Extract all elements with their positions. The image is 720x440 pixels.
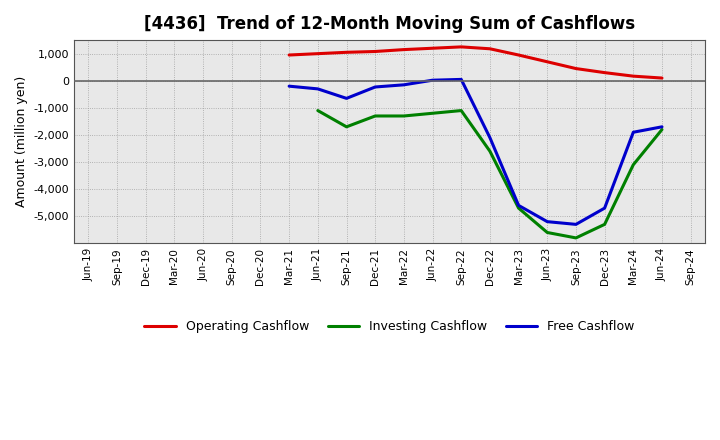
Free Cashflow: [657, 124, 666, 129]
Operating Cashflow: [342, 50, 351, 55]
Y-axis label: Amount (million yen): Amount (million yen): [15, 76, 28, 207]
Operating Cashflow: [313, 51, 322, 56]
Operating Cashflow: [629, 73, 638, 79]
Investing Cashflow: [572, 235, 580, 241]
Free Cashflow: [572, 222, 580, 227]
Operating Cashflow: [371, 49, 379, 54]
Operating Cashflow: [600, 70, 609, 75]
Free Cashflow: [457, 77, 466, 82]
Free Cashflow: [543, 219, 552, 224]
Free Cashflow: [600, 205, 609, 211]
Free Cashflow: [400, 82, 408, 88]
Operating Cashflow: [514, 52, 523, 58]
Investing Cashflow: [485, 149, 494, 154]
Operating Cashflow: [285, 52, 294, 58]
Line: Free Cashflow: Free Cashflow: [289, 79, 662, 224]
Free Cashflow: [371, 84, 379, 90]
Free Cashflow: [313, 86, 322, 92]
Operating Cashflow: [657, 75, 666, 81]
Line: Operating Cashflow: Operating Cashflow: [289, 47, 662, 78]
Line: Investing Cashflow: Investing Cashflow: [318, 110, 662, 238]
Free Cashflow: [342, 96, 351, 101]
Title: [4436]  Trend of 12-Month Moving Sum of Cashflows: [4436] Trend of 12-Month Moving Sum of C…: [144, 15, 635, 33]
Investing Cashflow: [428, 110, 437, 116]
Operating Cashflow: [457, 44, 466, 50]
Free Cashflow: [285, 84, 294, 89]
Operating Cashflow: [485, 46, 494, 51]
Investing Cashflow: [629, 162, 638, 167]
Investing Cashflow: [400, 114, 408, 119]
Investing Cashflow: [342, 124, 351, 129]
Investing Cashflow: [371, 114, 379, 119]
Free Cashflow: [629, 130, 638, 135]
Operating Cashflow: [400, 47, 408, 52]
Free Cashflow: [485, 135, 494, 140]
Investing Cashflow: [657, 127, 666, 132]
Investing Cashflow: [543, 230, 552, 235]
Operating Cashflow: [428, 46, 437, 51]
Operating Cashflow: [572, 66, 580, 71]
Investing Cashflow: [313, 108, 322, 113]
Investing Cashflow: [600, 222, 609, 227]
Free Cashflow: [428, 77, 437, 83]
Free Cashflow: [514, 203, 523, 208]
Investing Cashflow: [457, 108, 466, 113]
Operating Cashflow: [543, 59, 552, 64]
Legend: Operating Cashflow, Investing Cashflow, Free Cashflow: Operating Cashflow, Investing Cashflow, …: [140, 315, 639, 337]
Investing Cashflow: [514, 205, 523, 211]
